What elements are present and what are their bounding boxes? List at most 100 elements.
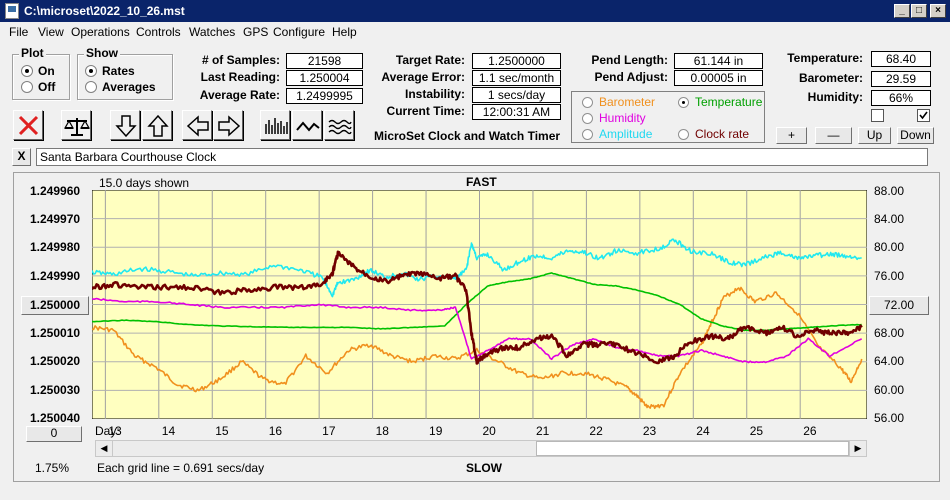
show-group: Show [77,46,173,100]
left-tick-7: 1.250030 [30,383,81,397]
left-tick-1: 1.249970 [30,212,81,226]
day-label: 20 [482,424,496,438]
day-label: 19 [429,424,443,438]
target-rate-value: 1.2500000 [472,53,561,69]
barometer-label: Barometer: [798,71,863,85]
temperature-option[interactable]: Temperature [678,95,762,109]
temperature-label: Temperature: [787,51,863,65]
day-label: 17 [322,424,336,438]
plot-off-radio[interactable]: Off [21,80,55,94]
samples-label: # of Samples: [201,53,280,67]
scroll-left-button[interactable] [182,110,212,140]
clock-rate-option[interactable]: Clock rate [678,127,749,141]
plot-group: Plot [12,46,70,100]
humidity-label: Humidity: [807,90,863,104]
barometer-option-label: Barometer [599,95,656,109]
day-axis-label: Day: [95,424,120,438]
note-input[interactable]: Santa Barbara Courthouse Clock [36,148,928,166]
right-tick-6: 64.00 [874,354,905,368]
scroll-thumb[interactable] [536,441,849,456]
plot-on-radio[interactable]: On [21,64,55,78]
pend-adjust-value: 0.00005 in [674,70,763,86]
day-label: 18 [375,424,389,438]
wave-button[interactable] [292,110,322,140]
time-scrollbar[interactable]: ◀ ▶ [95,440,867,457]
scale-minus-button[interactable]: — [815,127,852,144]
scale-plus-button[interactable]: + [776,127,807,144]
scroll-up-button[interactable] [142,110,172,140]
right-tick-8: 56.00 [874,411,905,425]
app-name-label: MicroSet Clock and Watch Timer [374,129,561,143]
offset-button[interactable]: 0 [26,426,82,442]
radio-icon [85,81,97,93]
day-label: 14 [161,424,176,438]
scale-down-button[interactable]: Down [897,127,934,144]
red-x-icon [18,115,39,136]
barometer-option[interactable]: Barometer [582,95,655,109]
menu-gps[interactable]: GPS [243,25,269,39]
day-label: 15 [215,424,229,438]
title-bar: C:\microset\2022_10_26.mst _ □ × [0,0,950,22]
barometer-series-line [92,286,863,410]
right-tick-2: 80.00 [874,240,905,254]
maximize-button[interactable]: □ [911,4,927,18]
fast-label: FAST [466,175,497,189]
show-group-label: Show [84,46,120,60]
scroll-right-button[interactable] [213,110,243,140]
clear-note-button[interactable]: X [12,148,31,166]
sensor-checkbox-1[interactable] [871,109,884,122]
menu-help[interactable]: Help [332,25,357,39]
arrow-right-icon [218,115,241,137]
scroll-right-arrow-icon[interactable]: ▶ [849,441,866,456]
histogram-icon [265,118,288,134]
plot-group-label: Plot [19,46,46,60]
day-label: 26 [803,424,817,438]
balance-button[interactable] [61,110,91,140]
scale-up-button[interactable]: Up [858,127,891,144]
radio-icon [678,128,689,140]
rate-graph[interactable] [92,190,867,419]
scroll-down-button[interactable] [110,110,140,140]
average-rate-label: Average Rate: [199,88,280,102]
menu-operations[interactable]: Operations [71,25,130,39]
humidity-option-label: Humidity [599,111,646,125]
show-rates-label: Rates [102,64,135,78]
menu-controls[interactable]: Controls [136,25,181,39]
menu-bar: File View Operations Controls Watches GP… [0,22,950,42]
pend-length-value: 61.144 in [674,53,763,69]
amplitude-option[interactable]: Amplitude [582,127,652,141]
noise-button[interactable] [324,110,354,140]
percent-label: 1.75% [35,461,70,475]
sensor-checkbox-2[interactable] [917,109,930,122]
menu-file[interactable]: File [9,25,29,39]
menu-watches[interactable]: Watches [189,25,236,39]
show-rates-radio[interactable]: Rates [85,64,135,78]
center-rate-button[interactable]: 1.250000 [21,296,89,315]
minimize-button[interactable]: _ [894,4,910,18]
amplitude-series-line [92,238,862,298]
sensor-selector [571,91,765,143]
right-tick-1: 84.00 [874,212,905,226]
center-temp-button[interactable]: 72.00 [869,296,929,315]
average-rate-value: 1.2499995 [286,88,363,104]
day-label: 21 [535,424,550,438]
stop-button[interactable] [13,110,43,140]
left-tick-5: 1.250010 [30,326,81,340]
amplitude-option-label: Amplitude [599,127,653,141]
radio-selected-icon [85,65,97,77]
humidity-option[interactable]: Humidity [582,111,646,125]
left-tick-3: 1.249990 [30,269,81,283]
histogram-button[interactable] [260,110,290,140]
scroll-left-arrow-icon[interactable]: ◀ [96,441,113,456]
current-time-value: 12:00:31 AM [472,104,561,120]
menu-view[interactable]: View [38,25,64,39]
close-window-button[interactable]: × [930,4,946,18]
current-time-label: Current Time: [386,104,465,118]
show-averages-radio[interactable]: Averages [85,80,156,94]
left-tick-0: 1.249960 [30,184,81,198]
radio-icon [582,112,593,124]
slow-label: SLOW [466,461,502,475]
menu-configure[interactable]: Configure [273,25,326,39]
temperature-series-line [92,272,862,332]
temperature-value: 68.40 [871,51,931,67]
